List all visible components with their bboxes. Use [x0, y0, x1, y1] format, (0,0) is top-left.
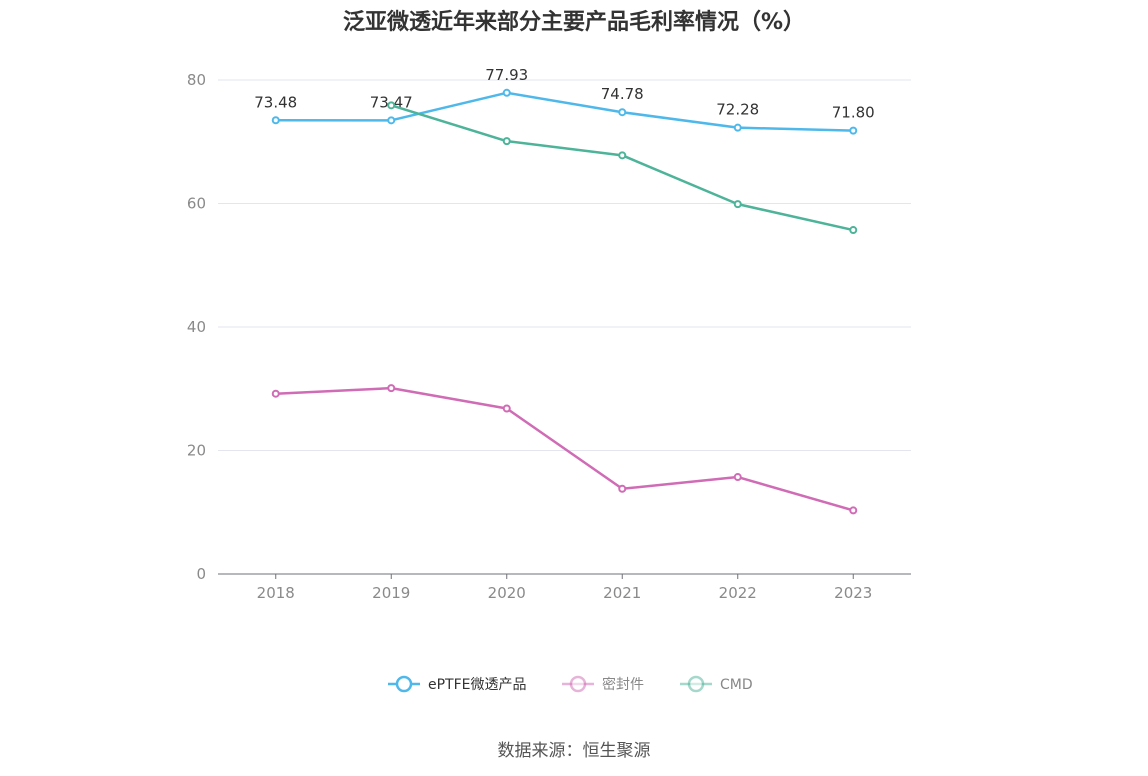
data-point: [502, 404, 511, 413]
data-point: [271, 389, 280, 398]
data-label: 73.48: [254, 93, 297, 111]
data-label: 74.78: [601, 85, 644, 103]
data-point: [733, 473, 742, 482]
x-tick-label: 2020: [488, 584, 526, 602]
y-tick-label: 80: [187, 71, 206, 89]
data-point: [502, 137, 511, 146]
y-tick-label: 20: [187, 442, 206, 460]
x-tick-label: 2021: [603, 584, 641, 602]
y-tick-label: 0: [196, 565, 206, 583]
data-point: [387, 384, 396, 393]
x-tick-label: 2018: [257, 584, 295, 602]
data-point: [618, 108, 627, 117]
legend-label: CMD: [720, 677, 753, 693]
data-label: 71.80: [832, 104, 875, 122]
data-point: [849, 226, 858, 235]
data-point: [849, 126, 858, 135]
data-source: 数据来源：恒生聚源: [497, 741, 651, 761]
series-line: [275, 91, 854, 132]
data-point: [733, 200, 742, 209]
data-point: [618, 151, 627, 160]
series-line: [275, 386, 854, 512]
series-line: [390, 104, 854, 232]
data-label: 77.93: [485, 66, 528, 84]
y-tick-label: 60: [187, 195, 206, 213]
data-point: [618, 484, 627, 493]
data-point: [387, 101, 396, 110]
legend-marker: [395, 675, 413, 693]
x-tick-label: 2023: [834, 584, 872, 602]
data-point: [502, 88, 511, 97]
data-label: 72.28: [716, 101, 759, 119]
chart-title: 泛亚微透近年来部分主要产品毛利率情况（%）: [342, 10, 806, 35]
x-tick-label: 2019: [372, 584, 410, 602]
data-point: [849, 506, 858, 515]
legend-marker: [569, 675, 587, 693]
legend-label: ePTFE微透产品: [428, 677, 527, 693]
y-tick-label: 40: [187, 318, 206, 336]
legend-label: 密封件: [602, 676, 644, 693]
data-point: [387, 116, 396, 125]
data-point: [271, 116, 280, 125]
data-point: [733, 123, 742, 132]
legend-marker: [687, 675, 705, 693]
x-tick-label: 2022: [719, 584, 757, 602]
